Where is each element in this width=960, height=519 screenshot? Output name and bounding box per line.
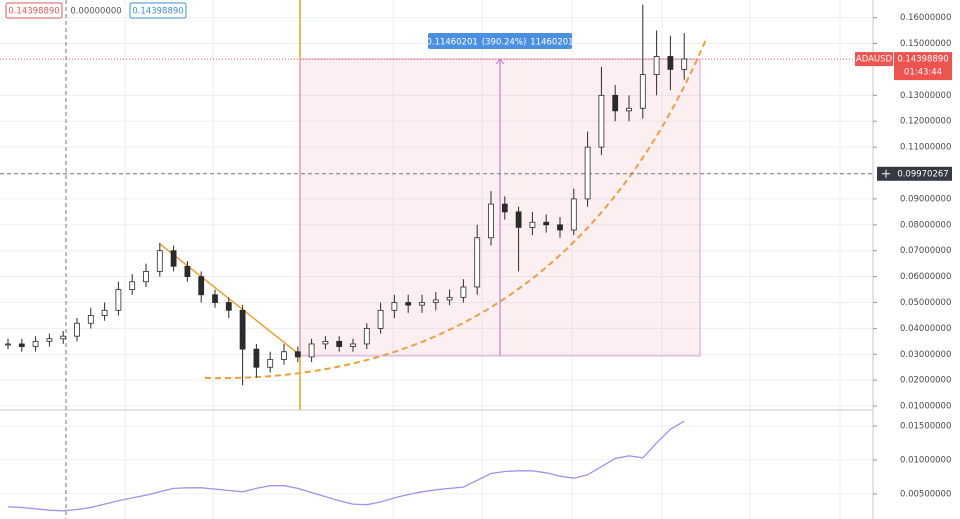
y-tick-label: 0.11000000 (900, 143, 951, 153)
measure-value: 11460201 (530, 37, 573, 47)
indicator-line (7, 420, 685, 512)
vertical-grid (124, 0, 841, 519)
header-label: 0.14398890 (8, 7, 59, 17)
candle-body (557, 224, 563, 231)
y-tick-label: 0.03000000 (900, 350, 951, 360)
candle-body (198, 276, 205, 296)
candle-body (308, 343, 315, 358)
candle-body (377, 309, 384, 329)
candle-body (570, 198, 577, 231)
candle-body (584, 146, 591, 200)
y-tick-label: 0.01000000 (900, 402, 951, 412)
candle-body (225, 302, 232, 311)
last-price-box (894, 52, 952, 81)
y-tick-label: 0.13000000 (900, 91, 951, 101)
candle-body (336, 340, 343, 347)
candle-body (681, 58, 688, 70)
candle-body (405, 302, 412, 306)
y-tick-label: 0.09000000 (900, 194, 951, 204)
candle-body (391, 302, 398, 311)
trend-line (159, 243, 301, 356)
candle-body (488, 203, 494, 239)
header-label-box (129, 2, 187, 19)
candle-body (363, 328, 370, 345)
measure-value: 0.11460201 (426, 37, 477, 47)
candle-body (129, 281, 136, 290)
candle-body (32, 340, 39, 347)
measure-label: 0.11460201 (390.24%) 11460201 (426, 37, 573, 47)
candle-body (184, 265, 191, 278)
candle-body (515, 211, 522, 228)
crosshair-label: 0.09970267 (897, 169, 948, 179)
candle-body (46, 338, 53, 342)
candle-body (322, 340, 329, 345)
y-tick-label: 0.16000000 (900, 13, 951, 23)
candle-body (267, 359, 274, 368)
candle-body (350, 343, 356, 347)
candle-body (474, 237, 481, 288)
y-tick-label: 0.07000000 (900, 246, 951, 256)
candle-body (639, 74, 646, 109)
candle-body (667, 56, 674, 70)
candle-body (626, 107, 632, 112)
candle-body (143, 271, 149, 283)
candle-body (101, 309, 108, 316)
y-tick-label: 0.04000000 (900, 324, 951, 334)
measure-arrow-head (495, 58, 505, 65)
y-tick-label: 0.02000000 (900, 376, 951, 386)
candle-body (281, 351, 287, 360)
candle-body (501, 203, 508, 213)
y-tick-label: 0.00500000 (900, 489, 951, 499)
candle-body (419, 302, 425, 306)
candle-body (74, 322, 80, 337)
measure-label-box (428, 33, 572, 49)
symbol-label: ADAUSD (856, 55, 893, 65)
header-label-box (5, 2, 63, 19)
y-tick-label: 0.12000000 (900, 117, 951, 127)
symbol-box (855, 52, 893, 67)
candle-body (115, 289, 122, 311)
crosshair-box (877, 166, 952, 181)
candle-body (5, 343, 11, 346)
candle-body (432, 299, 439, 303)
candle-body (212, 294, 218, 303)
candle-body (612, 94, 619, 112)
y-tick-label: 0.06000000 (900, 272, 951, 282)
y-tick-label: 0.05000000 (900, 298, 951, 308)
last-price-label: 0.14398890 (897, 55, 948, 65)
countdown-label: 01:43:44 (904, 68, 942, 78)
y-tick-label: 0.01500000 (900, 421, 951, 431)
candle-body (598, 94, 605, 148)
candle-body (253, 348, 260, 368)
candle-body (60, 335, 67, 340)
candle-body (239, 309, 246, 350)
crosshair-plus (882, 169, 890, 178)
candle-body (294, 351, 301, 358)
candle-body (170, 250, 177, 267)
y-tick-label: 0.08000000 (900, 220, 951, 230)
candle-body (653, 56, 660, 75)
candle-body (529, 221, 536, 228)
candle-body (156, 250, 163, 272)
measure-value: (390.24%) (482, 37, 526, 47)
y-tick-label: 0.01000000 (900, 455, 951, 465)
candle-body (460, 286, 467, 298)
candle-body (543, 221, 550, 226)
candle-body (87, 315, 94, 324)
y-tick-label: 0.15000000 (900, 39, 951, 49)
candle-body (18, 343, 25, 347)
header-label: 0.00000000 (70, 7, 121, 17)
header-label: 0.14398890 (132, 7, 183, 17)
candle-body (446, 296, 453, 301)
